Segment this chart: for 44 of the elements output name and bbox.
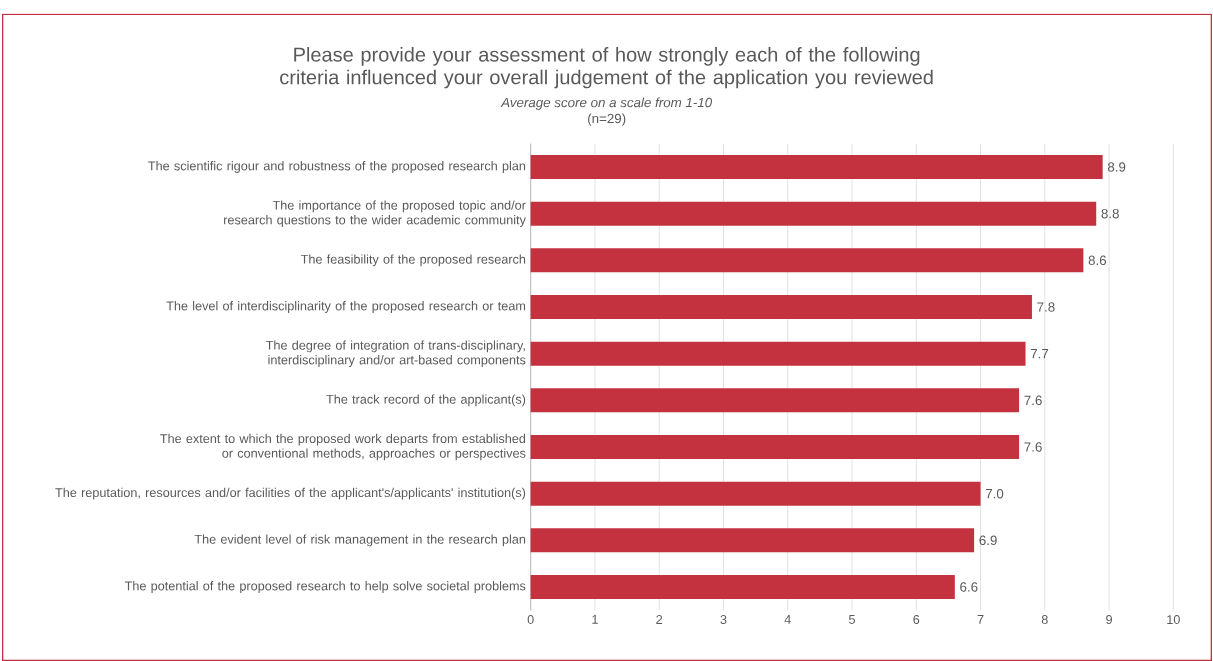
y-tick-label: The feasibility of the proposed research (300, 254, 526, 267)
data-label: 7.6 (1024, 395, 1042, 406)
y-tick-label: The level of interdisciplinarity of the proposed research or team (166, 301, 526, 313)
bar (530, 341, 1026, 366)
x-tick-label: 5 (848, 615, 855, 624)
data-label: 7.8 (1037, 302, 1055, 312)
y-tick-label: The extent to which the proposed work departs from established or conventional methods, approaches or perspectives (160, 433, 526, 461)
x-tick-label: 3 (720, 615, 727, 625)
data-label: 8.6 (1088, 255, 1107, 266)
bar (530, 248, 1084, 273)
y-tick-label: The degree of integration of trans-disciplinary, interdisciplinary and/or art-based components (265, 340, 526, 367)
bar (530, 201, 1097, 226)
x-tick-label: 6 (913, 615, 920, 625)
bar (530, 435, 1020, 459)
y-tick-label: The track record of the applicant(s) (326, 394, 526, 407)
chart-subtitle: Average score on a scale from 1-10 (500, 97, 713, 110)
data-label: 6.9 (979, 535, 997, 546)
bar (530, 481, 981, 506)
y-tick-label: The importance of the proposed topic and/or research questions to the wider academic community (224, 200, 526, 227)
bar (530, 575, 955, 600)
y-tick-label: The potential of the proposed research to help solve societal problems (124, 581, 526, 593)
x-tick-label: 2 (656, 615, 663, 624)
x-tick-label: 1 (592, 615, 598, 624)
bar (530, 528, 975, 553)
bar (530, 295, 1032, 319)
bar (530, 388, 1020, 413)
data-label: 7.6 (1024, 442, 1042, 452)
chart-title: Please provide your assessment of how strongly each of the following criteria influenced your overall judgement of the application you reviewed (280, 47, 933, 89)
data-label: 6.6 (960, 582, 978, 592)
text: (n=29) (588, 113, 626, 126)
data-label: 8.9 (1107, 162, 1126, 172)
x-tick-label: 7 (977, 615, 984, 624)
x-tick-label: 8 (1041, 615, 1048, 625)
y-tick-label: The reputation, resources and/or facilities of the applicant's/applicants' institution(s) (55, 487, 526, 500)
data-label: 7.7 (1030, 349, 1049, 359)
x-tick-label: 4 (784, 615, 791, 624)
x-tick-label: 9 (1106, 615, 1112, 625)
data-label: 8.8 (1101, 208, 1119, 219)
x-tick-label: 10 (1167, 615, 1180, 625)
y-tick-label: The scientific rigour and robustness of the proposed research plan (148, 161, 526, 173)
y-tick-label: The evident level of risk management in the research plan (194, 534, 526, 547)
data-label: 7.0 (985, 488, 1004, 499)
bar (530, 155, 1103, 179)
x-tick-label: 0 (527, 615, 534, 625)
